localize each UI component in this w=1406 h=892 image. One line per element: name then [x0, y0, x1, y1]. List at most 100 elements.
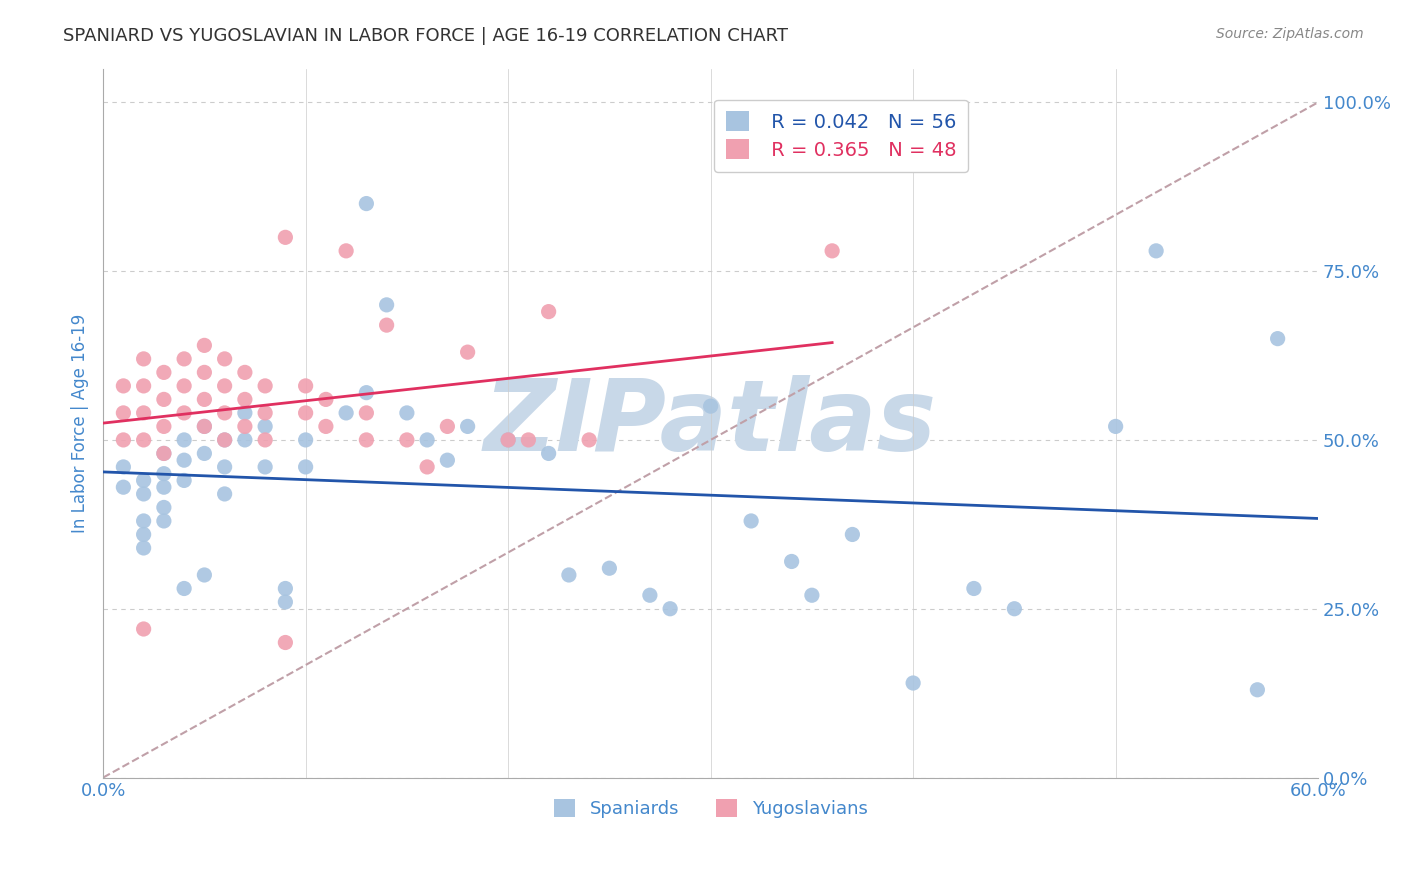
Point [173, 474, 195, 488]
Point [416, 433, 439, 447]
Point [193, 338, 215, 352]
Point [963, 582, 986, 596]
Point [254, 459, 277, 474]
Point [233, 433, 256, 447]
Point [699, 399, 721, 413]
Point [436, 419, 458, 434]
Point [193, 365, 215, 379]
Point [315, 419, 337, 434]
Point [274, 230, 297, 244]
Point [436, 453, 458, 467]
Point [821, 244, 844, 258]
Point [356, 406, 378, 420]
Point [214, 459, 236, 474]
Point [416, 459, 439, 474]
Point [457, 345, 479, 359]
Point [294, 406, 316, 420]
Point [457, 419, 479, 434]
Point [193, 392, 215, 407]
Point [1104, 419, 1126, 434]
Point [335, 244, 357, 258]
Point [375, 318, 398, 332]
Point [153, 514, 176, 528]
Point [659, 601, 682, 615]
Point [112, 459, 135, 474]
Point [598, 561, 620, 575]
Point [901, 676, 924, 690]
Point [153, 419, 176, 434]
Point [153, 500, 176, 515]
Point [254, 406, 277, 420]
Point [193, 446, 215, 460]
Point [395, 406, 418, 420]
Point [356, 433, 378, 447]
Point [335, 406, 357, 420]
Point [193, 568, 215, 582]
Point [132, 351, 155, 366]
Point [132, 406, 155, 420]
Point [294, 379, 316, 393]
Point [841, 527, 863, 541]
Point [132, 541, 155, 555]
Point [274, 595, 297, 609]
Point [294, 433, 316, 447]
Point [214, 487, 236, 501]
Point [1246, 682, 1268, 697]
Point [132, 433, 155, 447]
Point [254, 379, 277, 393]
Point [173, 406, 195, 420]
Point [578, 433, 600, 447]
Point [395, 433, 418, 447]
Point [153, 392, 176, 407]
Point [496, 433, 519, 447]
Point [173, 433, 195, 447]
Point [132, 514, 155, 528]
Text: ZIPatlas: ZIPatlas [484, 375, 938, 472]
Point [800, 588, 823, 602]
Point [153, 365, 176, 379]
Point [153, 446, 176, 460]
Point [375, 298, 398, 312]
Point [112, 480, 135, 494]
Point [740, 514, 762, 528]
Point [112, 406, 135, 420]
Point [638, 588, 661, 602]
Point [214, 433, 236, 447]
Point [233, 419, 256, 434]
Point [132, 379, 155, 393]
Point [537, 446, 560, 460]
Point [132, 527, 155, 541]
Point [254, 419, 277, 434]
Point [233, 392, 256, 407]
Point [214, 433, 236, 447]
Point [173, 379, 195, 393]
Point [274, 582, 297, 596]
Point [274, 635, 297, 649]
Point [153, 480, 176, 494]
Point [173, 582, 195, 596]
Point [254, 433, 277, 447]
Point [1144, 244, 1167, 258]
Point [315, 392, 337, 407]
Point [214, 379, 236, 393]
Point [153, 467, 176, 481]
Point [1002, 601, 1025, 615]
Text: SPANIARD VS YUGOSLAVIAN IN LABOR FORCE | AGE 16-19 CORRELATION CHART: SPANIARD VS YUGOSLAVIAN IN LABOR FORCE |… [63, 27, 789, 45]
Legend: Spaniards, Yugoslavians: Spaniards, Yugoslavians [547, 791, 875, 825]
Point [173, 453, 195, 467]
Point [132, 622, 155, 636]
Point [112, 433, 135, 447]
Point [214, 351, 236, 366]
Point [294, 459, 316, 474]
Point [112, 379, 135, 393]
Point [193, 419, 215, 434]
Point [517, 433, 540, 447]
Point [233, 406, 256, 420]
Point [537, 304, 560, 318]
Point [780, 554, 803, 568]
Point [193, 419, 215, 434]
Point [233, 365, 256, 379]
Y-axis label: In Labor Force | Age 16-19: In Labor Force | Age 16-19 [72, 313, 89, 533]
Point [558, 568, 581, 582]
Point [132, 487, 155, 501]
